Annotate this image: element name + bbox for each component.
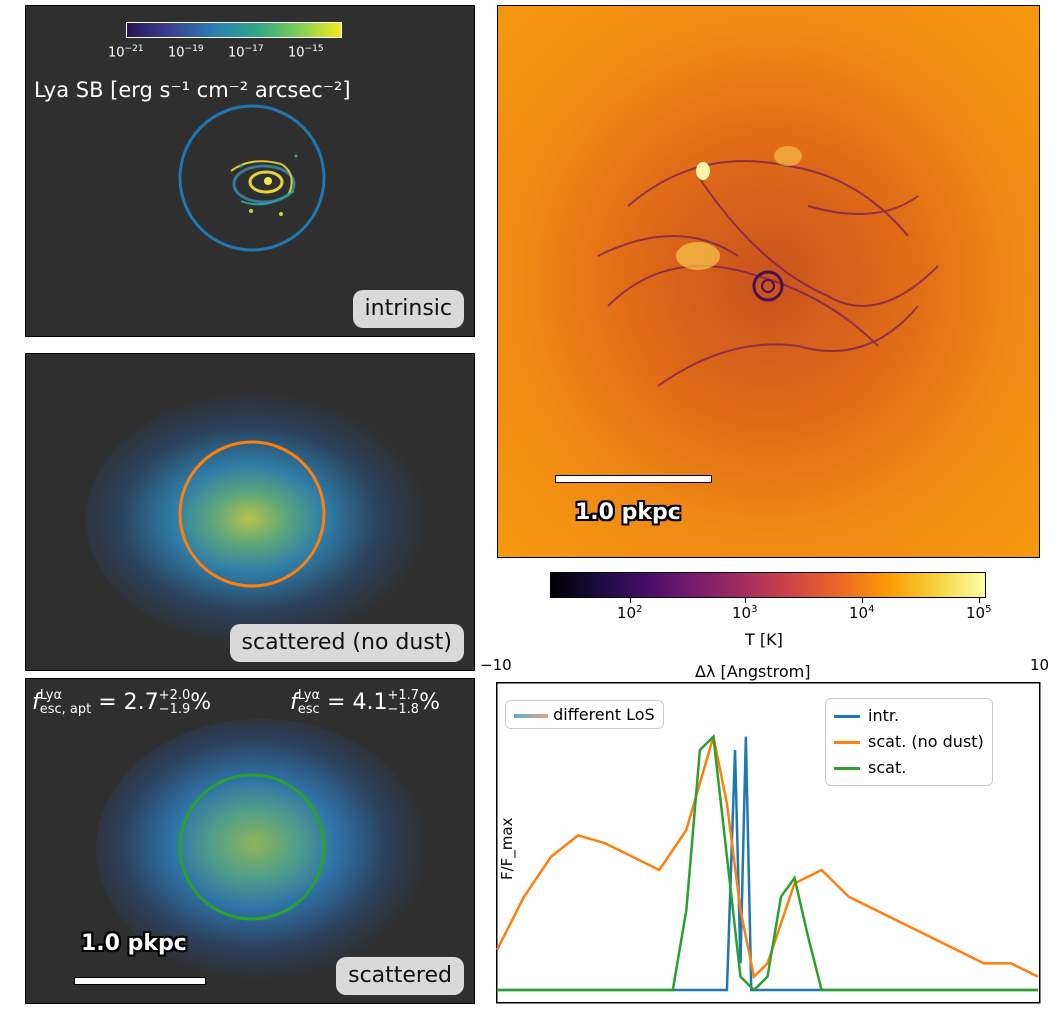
nodust-glow xyxy=(86,394,426,644)
legend-item-scat: scat. xyxy=(834,755,984,781)
x-tick-max: 10 xyxy=(1030,656,1050,674)
series-scat xyxy=(497,733,1038,992)
legend-main: intr. scat. (no dust) scat. xyxy=(825,698,993,786)
label-scattered: scattered xyxy=(336,956,464,995)
y-axis-label: F/F_max xyxy=(498,817,516,881)
legend-item-nodust: scat. (no dust) xyxy=(834,729,984,755)
label-intrinsic: intrinsic xyxy=(352,289,464,328)
temperature-colorbar-label: T [K] xyxy=(745,630,783,649)
tcb-tick-2: 102 xyxy=(617,604,643,622)
fesc-text: f Lyα esc = 4.1 +1.7 −1.8% xyxy=(290,688,440,717)
tcb-tick-5: 105 xyxy=(966,604,992,622)
temperature-map: 1.0 pkpc xyxy=(497,5,1040,558)
aperture-circle xyxy=(178,104,326,252)
panel-scattered: f Lyα esc, apt = 2.7 +2.0 −1.9% f Lyα esc = 4.… xyxy=(25,678,475,1004)
scale-label-left: 1.0 pkpc xyxy=(81,931,187,956)
scattered-glow xyxy=(96,719,426,979)
panel-scattered-nodust: scattered (no dust) xyxy=(25,353,475,671)
sb-colorbar xyxy=(126,22,342,38)
scattered-aperture xyxy=(178,773,326,921)
legend-item-intr: intr. xyxy=(834,703,984,729)
intrinsic-galaxy xyxy=(178,104,326,252)
label-scattered-nodust: scattered (no dust) xyxy=(229,623,464,662)
series-intr xyxy=(497,736,1038,992)
sb-colorbar-title: Lya SB [erg s⁻¹ cm⁻² arcsec⁻²] xyxy=(34,78,351,102)
series-scat-nodust xyxy=(496,736,1039,980)
scalebar-left xyxy=(74,977,206,985)
legend-los: different LoS xyxy=(505,700,664,729)
scalebar-right xyxy=(555,475,712,483)
nodust-aperture xyxy=(178,440,326,588)
fesc-apt-text: f Lyα esc, apt = 2.7 +2.0 −1.9% xyxy=(32,688,212,717)
temperature-colorbar xyxy=(550,572,986,598)
tcb-tick-3: 103 xyxy=(732,604,758,622)
chart-title: Δλ [Angstrom] xyxy=(695,662,811,681)
x-tick-min: −10 xyxy=(480,656,512,674)
scale-label-right: 1.0 pkpc xyxy=(575,500,681,525)
temperature-filaments xyxy=(597,146,939,387)
panel-intrinsic: 10−21 10−19 10−17 10−15 Lya SB [erg s⁻¹ … xyxy=(25,5,475,337)
spectrum-chart xyxy=(496,682,1041,1004)
tcb-tick-4: 104 xyxy=(849,604,875,622)
